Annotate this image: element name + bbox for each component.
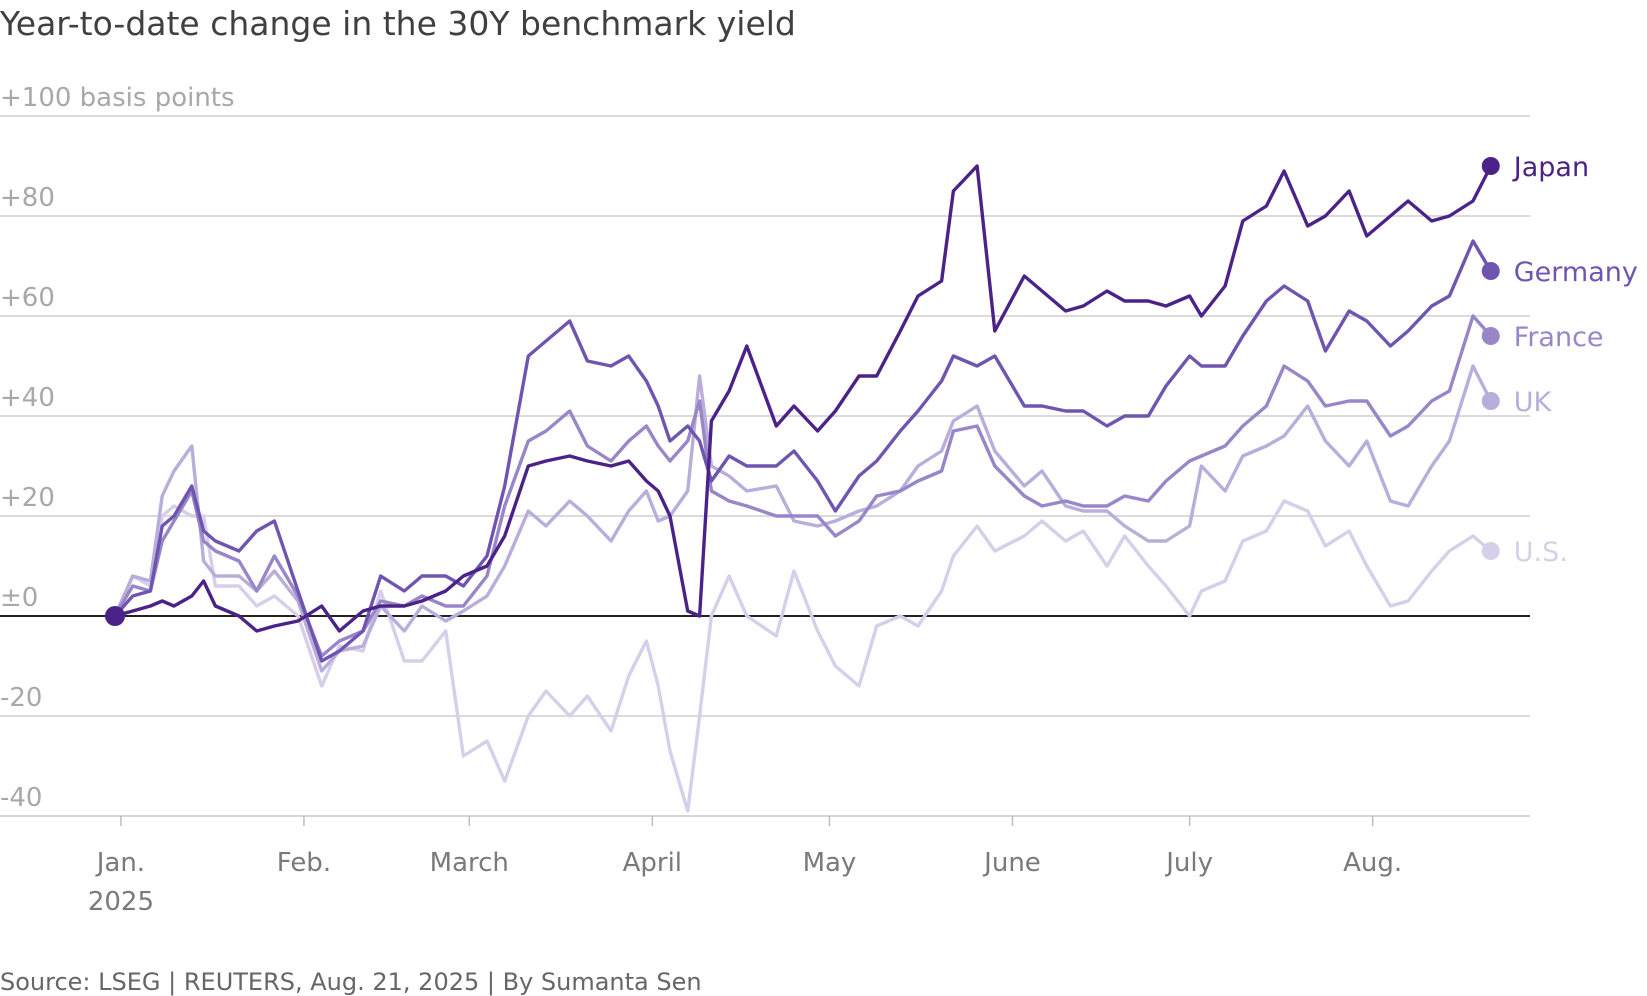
series-line-japan: [113, 164, 1493, 633]
series-end-dot-germany: [1481, 262, 1500, 280]
y-tick-label: +100 basis points: [0, 83, 235, 113]
series-end-labels: U.S. UK France Germany Japan: [105, 152, 1638, 626]
series-end-dot-france: [1481, 327, 1500, 345]
series-start-dot: [105, 606, 125, 626]
y-tick-label: +80: [0, 183, 55, 213]
series-line-uk: [113, 364, 1493, 673]
series-label-japan: Japan: [1512, 152, 1589, 183]
series-line-us: [113, 499, 1493, 813]
series-line-germany: [113, 239, 1493, 663]
x-tick-label: Aug.: [1343, 848, 1402, 878]
x-tick-label: April: [623, 848, 682, 878]
y-tick-label: ±0: [0, 583, 38, 613]
y-tick-label: -40: [0, 783, 42, 813]
y-tick-label: +60: [0, 283, 55, 313]
x-tick-label: Jan.: [95, 848, 145, 878]
source-note: Source: LSEG | REUTERS, Aug. 21, 2025 | …: [0, 968, 702, 996]
series-label-france: France: [1514, 322, 1604, 353]
y-tick-label: +40: [0, 383, 55, 413]
x-tick-label: May: [803, 848, 857, 878]
series-label-uk: UK: [1514, 387, 1553, 418]
series-label-germany: Germany: [1514, 257, 1638, 288]
x-tick-label: March: [430, 848, 509, 878]
series-label-us: U.S.: [1514, 537, 1568, 568]
x-tick-sublabel: 2025: [88, 887, 154, 917]
y-tick-label: -20: [0, 683, 42, 713]
series-lines: [113, 164, 1493, 813]
series-end-dot-uk: [1481, 392, 1500, 410]
chart-title: Year-to-date change in the 30Y benchmark…: [0, 4, 796, 43]
y-axis-tick-labels: +100 basis points +80 +60 +40 +20 ±0 -20 -40: [0, 83, 235, 813]
x-tick-label: June: [982, 848, 1041, 878]
series-end-dot-us: [1481, 542, 1500, 560]
y-tick-label: +20: [0, 483, 55, 513]
series-end-dot-japan: [1481, 157, 1500, 175]
x-tick-label: July: [1164, 848, 1213, 878]
x-tick-label: Feb.: [277, 848, 331, 878]
x-axis: Jan. 2025 Feb. March April May June July Aug.: [0, 815, 1530, 917]
